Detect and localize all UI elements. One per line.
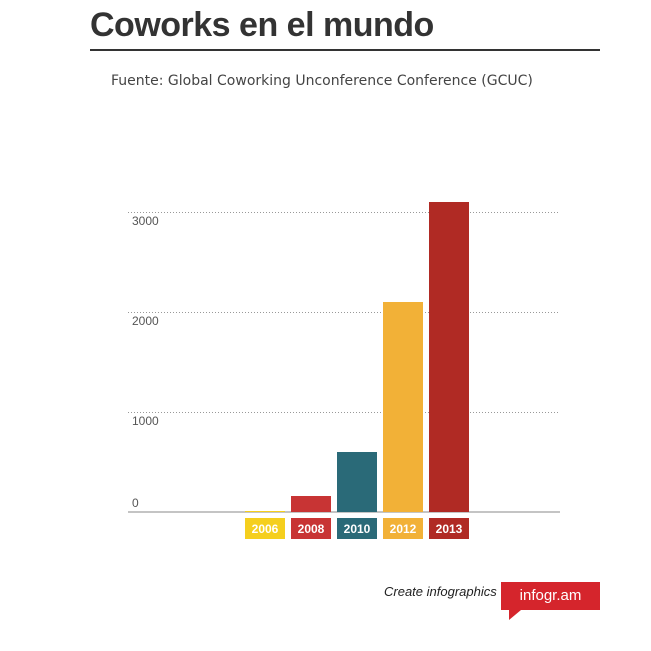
x-label-box <box>291 518 331 539</box>
bar-2012 <box>383 302 423 512</box>
y-axis-ticks: 0 1000 2000 3000 <box>132 214 159 510</box>
page-title: Coworks en el mundo <box>90 6 434 44</box>
x-tick-label: 2012 <box>390 522 417 536</box>
bar-2010 <box>337 452 377 512</box>
x-tick-label: 2010 <box>344 522 371 536</box>
x-tick-label: 2013 <box>436 522 463 536</box>
x-label-box <box>429 518 469 539</box>
y-tick-label: 1000 <box>132 414 159 428</box>
title-divider <box>90 49 600 51</box>
x-label-box <box>383 518 423 539</box>
x-label-box <box>337 518 377 539</box>
y-tick-label: 2000 <box>132 314 159 328</box>
y-tick-label: 3000 <box>132 214 159 228</box>
source-subtitle: Fuente: Global Coworking Unconference Co… <box>111 73 533 89</box>
logo-tail <box>509 610 521 620</box>
infogram-logo[interactable]: infogr.am <box>501 582 600 610</box>
create-infographics-link[interactable]: Create infographics <box>384 584 497 599</box>
x-tick-label: 2008 <box>298 522 325 536</box>
bar-2006 <box>245 511 285 512</box>
bars <box>245 202 469 512</box>
bar-2008 <box>291 496 331 512</box>
y-tick-label: 0 <box>132 496 139 510</box>
x-tick-label: 2006 <box>252 522 279 536</box>
bar-2013 <box>429 202 469 512</box>
x-label-box <box>245 518 285 539</box>
x-axis-labels: 2006 2008 2010 2012 2013 <box>245 518 469 539</box>
